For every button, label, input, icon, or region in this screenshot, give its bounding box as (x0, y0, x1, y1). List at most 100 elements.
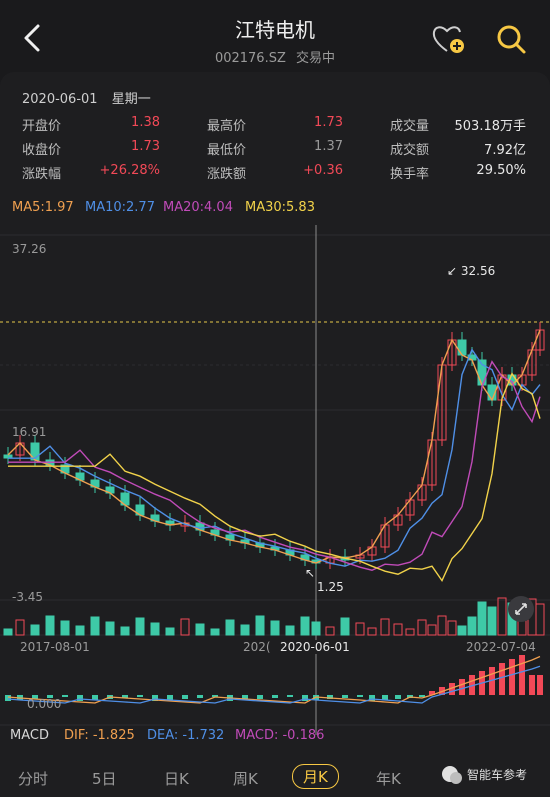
ma-line (8, 372, 541, 583)
macd-bar (302, 695, 308, 701)
tab-daily[interactable]: 日K (164, 770, 189, 788)
high-marker: ↙ 32.56 (447, 264, 496, 278)
volume-bar (45, 615, 55, 636)
volume-bar (60, 620, 70, 636)
volume-bar (150, 622, 160, 636)
macd-bar (77, 695, 83, 701)
volume-bar (487, 606, 497, 636)
stock-code: 002176.SZ (214, 51, 286, 66)
macd-bar (429, 691, 435, 695)
volume-bar (300, 616, 310, 636)
ma5-label: MA5:1.97 (12, 200, 74, 215)
open-value: 1.38 (131, 115, 160, 130)
volume-bar (225, 619, 235, 636)
macd-bar (357, 695, 363, 697)
add-favorite-icon[interactable] (430, 22, 466, 56)
macd-histogram (5, 655, 543, 701)
back-icon[interactable] (18, 22, 46, 54)
macd-bar (459, 679, 465, 695)
macd-bar (519, 655, 525, 695)
macd-bar (395, 695, 401, 699)
weekday: 星期一 (111, 92, 151, 107)
x-cursor-label: 2020-06-01 (278, 640, 352, 654)
volume-bar (285, 625, 295, 636)
macd-zero-label: 0.000 (27, 697, 62, 711)
volume-label: 成交量 (390, 119, 430, 134)
macd-bar (32, 695, 38, 699)
y-min-label: -3.45 (12, 590, 44, 604)
macd-bar (62, 695, 68, 697)
high-marker-value: 32.56 (460, 264, 496, 278)
volume-bar (355, 622, 365, 636)
tab-yearly[interactable]: 年K (376, 770, 401, 788)
turnover-label: 换手率 (390, 167, 430, 182)
kline-chart[interactable] (0, 225, 550, 755)
volume-value: 503.18万手 (454, 119, 527, 134)
macd-lines (7, 655, 541, 704)
volume-bar (497, 597, 507, 636)
high-label: 最高价 (207, 119, 247, 134)
dea-value: DEA: -1.732 (147, 728, 225, 743)
ma10-label: MA10:2.77 (85, 200, 155, 215)
volume-bar (90, 616, 100, 636)
date-value: 2020-06-01 (22, 92, 98, 107)
wechat-icon (442, 766, 462, 784)
page-title: 江特电机 (235, 18, 315, 42)
volume-bar (165, 627, 175, 636)
macd-bar (342, 695, 348, 698)
macd-bar (382, 695, 388, 700)
volume-bar (195, 623, 205, 636)
x-mid-label: 202( (243, 640, 271, 654)
macd-bar (197, 695, 203, 698)
macd-title: MACD (10, 728, 49, 743)
macd-bar (489, 667, 495, 695)
volume-bar (340, 617, 350, 636)
change-label: 涨跌额 (207, 167, 247, 182)
macd-bar (167, 695, 173, 700)
expand-icon (515, 603, 527, 615)
macd-bar (529, 675, 535, 695)
volume-bar (467, 616, 477, 636)
ma30-label: MA30:5.83 (245, 200, 315, 215)
turnover-value: 29.50% (476, 163, 526, 178)
y-mid-label: 16.91 (12, 425, 47, 439)
volume-bar (210, 628, 220, 636)
low-label: 最低价 (207, 143, 247, 158)
volume-bar (270, 620, 280, 636)
low-value: 1.37 (314, 139, 343, 154)
macd-bar (509, 659, 515, 695)
ma-line (8, 360, 541, 571)
candle-body (457, 339, 467, 356)
y-max-label: 37.26 (12, 242, 47, 256)
macd-bar (272, 695, 278, 698)
volume-bar (367, 627, 377, 636)
fullscreen-button[interactable] (508, 596, 534, 622)
search-icon[interactable] (494, 22, 528, 56)
volume-bar (255, 615, 265, 636)
macd-bar (257, 695, 263, 699)
change-pct-value: +26.28% (99, 163, 160, 178)
macd-bar (449, 683, 455, 695)
amount-value: 7.92亿 (484, 143, 526, 158)
volume-bar (380, 618, 390, 636)
dea-line (7, 665, 541, 704)
macd-bar (327, 695, 333, 699)
ma-lines (7, 329, 541, 583)
macd-bar (122, 695, 128, 698)
tab-intraday[interactable]: 分时 (18, 770, 49, 788)
macd-bar (137, 695, 143, 697)
volume-bar (437, 615, 447, 636)
macd-bar (499, 663, 505, 695)
macd-bar (5, 695, 11, 701)
volume-bar (393, 623, 403, 636)
ma-line (8, 348, 541, 567)
volume-bar (405, 628, 415, 636)
tab-weekly[interactable]: 周K (233, 770, 258, 788)
amount-label: 成交额 (390, 143, 430, 158)
tab-monthly[interactable]: 月K (292, 764, 339, 789)
tab-5day[interactable]: 5日 (92, 770, 117, 788)
candlestick-series (3, 322, 545, 569)
trading-status: 交易中 (296, 51, 336, 66)
macd-bar (469, 675, 475, 695)
volume-bar (457, 625, 467, 636)
